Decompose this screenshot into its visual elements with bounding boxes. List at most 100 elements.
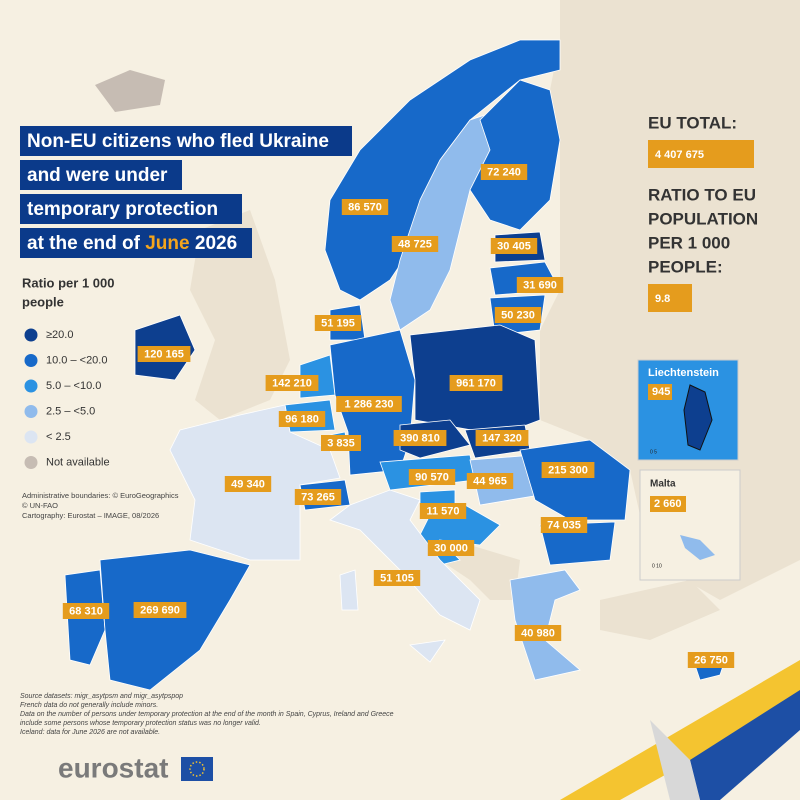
country bbox=[409, 639, 446, 663]
legend-label: 2.5 – <5.0 bbox=[46, 405, 95, 417]
title-part: at the end of bbox=[27, 233, 145, 254]
legend-label: ≥20.0 bbox=[46, 329, 73, 341]
inset-value: 2 660 bbox=[654, 498, 682, 510]
value-label: 96 180 bbox=[285, 413, 319, 425]
value-label: 390 810 bbox=[400, 432, 440, 444]
inset-name: Liechtenstein bbox=[648, 367, 719, 379]
legend-swatch bbox=[24, 379, 38, 393]
ratio-box bbox=[648, 284, 692, 312]
country bbox=[469, 79, 561, 231]
value-label: 50 230 bbox=[501, 309, 535, 321]
value-label-box bbox=[224, 476, 272, 492]
country bbox=[329, 489, 481, 631]
country bbox=[519, 439, 631, 521]
value-label: 44 965 bbox=[473, 475, 507, 487]
value-label-box bbox=[62, 603, 110, 619]
value-label: 269 690 bbox=[140, 604, 180, 616]
title-part: 2026 bbox=[190, 233, 238, 254]
non-eu-land bbox=[190, 210, 290, 420]
value-label-box bbox=[278, 411, 326, 427]
title-line: temporary protection bbox=[27, 199, 218, 220]
inset-scale: 0 5 bbox=[650, 449, 657, 455]
value-label-box bbox=[265, 375, 319, 391]
credit: Cartography: Eurostat – IMAGE, 08/2026 bbox=[22, 511, 159, 520]
inset-value-box bbox=[648, 384, 672, 400]
value-label: 26 750 bbox=[694, 654, 728, 666]
eu-flag-stars bbox=[189, 761, 205, 777]
value-label-box bbox=[336, 396, 402, 412]
value-label: 11 570 bbox=[426, 505, 459, 517]
value-label: 72 240 bbox=[487, 166, 521, 178]
value-label: 73 265 bbox=[301, 491, 335, 503]
value-label-box bbox=[475, 430, 529, 446]
value-label: 30 000 bbox=[434, 542, 468, 554]
legend-label: Not available bbox=[46, 456, 110, 468]
title-box bbox=[20, 160, 182, 190]
value-label: 147 320 bbox=[482, 432, 522, 444]
country bbox=[99, 549, 251, 691]
value-label: 86 570 bbox=[348, 201, 382, 213]
legend-swatch bbox=[24, 328, 38, 342]
source-note: Iceland: data for June 2026 are not avai… bbox=[20, 729, 160, 736]
eu-total-value: 4 407 675 bbox=[655, 149, 704, 161]
legend-label: 5.0 – <10.0 bbox=[46, 380, 101, 392]
inset-country bbox=[680, 535, 715, 560]
ratio-label: PEOPLE: bbox=[648, 257, 723, 276]
title-highlight: June bbox=[145, 233, 189, 254]
value-label: 51 105 bbox=[380, 572, 414, 584]
legend-swatch bbox=[24, 456, 38, 469]
value-label-box bbox=[516, 277, 564, 293]
legend-title: people bbox=[22, 294, 64, 309]
inset-country bbox=[683, 384, 713, 451]
value-label-box bbox=[391, 236, 439, 252]
ratio-value: 9.8 bbox=[655, 293, 670, 305]
value-label: 90 570 bbox=[415, 471, 449, 483]
value-label: 1 286 230 bbox=[345, 398, 394, 410]
title-line: Non-EU citizens who fled Ukraine bbox=[27, 131, 329, 152]
value-label-box bbox=[321, 435, 361, 451]
title-line: and were under bbox=[27, 165, 168, 186]
value-label: 74 035 bbox=[547, 519, 581, 531]
decoration bbox=[690, 690, 800, 800]
value-label: 68 310 bbox=[69, 605, 103, 617]
value-label-box bbox=[419, 503, 467, 519]
value-label-box bbox=[687, 652, 735, 668]
credit: © UN-FAO bbox=[22, 501, 58, 510]
logo-text: eurostat bbox=[58, 752, 168, 783]
value-label: 142 210 bbox=[272, 377, 312, 389]
title-box bbox=[20, 228, 252, 258]
legend-swatch bbox=[24, 405, 38, 418]
ratio-label: PER 1 000 bbox=[648, 233, 730, 252]
value-label-box bbox=[449, 375, 503, 391]
inset-scale: 0 10 bbox=[652, 563, 662, 569]
value-label: 49 340 bbox=[231, 478, 265, 490]
value-label-box bbox=[427, 540, 475, 556]
credit: Administrative boundaries: © EuroGeograp… bbox=[22, 491, 179, 500]
value-label-box bbox=[490, 238, 538, 254]
value-label-box bbox=[514, 625, 562, 641]
value-label-box bbox=[466, 473, 514, 489]
inset-value-box bbox=[650, 496, 686, 512]
value-label: 215 300 bbox=[548, 464, 588, 476]
inset-value: 945 bbox=[652, 386, 670, 398]
iceland bbox=[95, 70, 165, 112]
decoration bbox=[650, 720, 700, 800]
inset-frame bbox=[639, 469, 741, 581]
legend-label: < 2.5 bbox=[46, 431, 71, 443]
legend-swatch bbox=[24, 354, 38, 367]
source-note: include some persons whose temporary pro… bbox=[20, 720, 261, 727]
eu-flag bbox=[181, 757, 213, 781]
country bbox=[339, 569, 359, 611]
value-label-box bbox=[393, 430, 447, 446]
value-label: 30 405 bbox=[497, 240, 531, 252]
title-box bbox=[20, 194, 242, 224]
source-note: Source datasets: migr_asytpsm and migr_a… bbox=[20, 693, 183, 700]
value-label: 40 980 bbox=[521, 627, 555, 639]
decoration bbox=[560, 660, 800, 800]
title-box bbox=[20, 126, 352, 156]
source-note: Data on the number of persons under temp… bbox=[20, 711, 394, 718]
non-eu-land bbox=[440, 545, 520, 600]
value-label-box bbox=[408, 469, 456, 485]
value-label-box bbox=[373, 570, 421, 586]
